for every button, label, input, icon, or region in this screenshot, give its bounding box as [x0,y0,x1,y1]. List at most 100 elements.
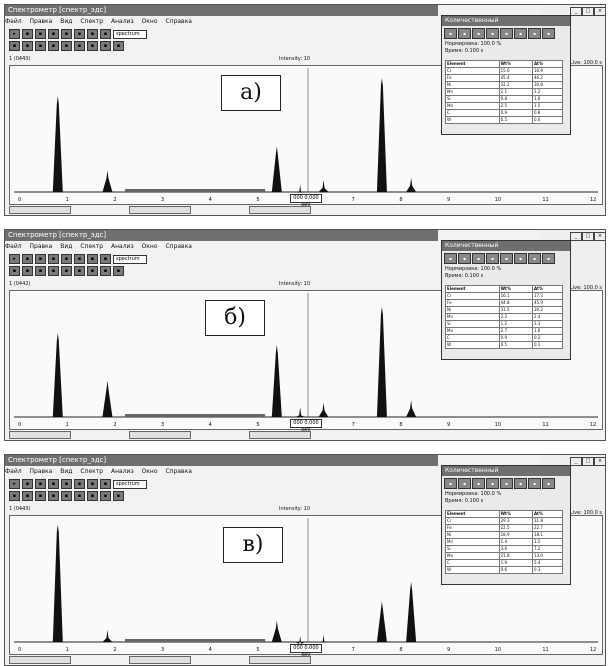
toolbar-button[interactable]: ▪ [87,41,98,51]
table-row[interactable]: W 0.5 0.1 [445,341,564,349]
quant-button[interactable]: ▪ [458,253,471,264]
table-row[interactable]: W 0.5 0.0 [445,116,564,124]
close-icon[interactable]: × [594,7,605,16]
toolbar-button[interactable]: ▪ [100,479,111,489]
toolbar-button[interactable]: ▪ [22,491,33,501]
spectrum-select[interactable]: spectrum [113,29,147,39]
quant-button[interactable]: ▪ [458,28,471,39]
scroll-tab[interactable] [9,656,71,664]
toolbar-button[interactable]: ▪ [100,29,111,39]
table-row[interactable]: Si 0.8 1.6 [445,95,564,103]
table-row[interactable]: Cr 16.1 17.3 [445,292,564,300]
menu-view[interactable]: Вид [60,468,73,475]
toolbar-button[interactable]: ▪ [113,266,124,276]
scroll-tab[interactable] [129,431,191,439]
table-row[interactable]: Mn 2.3 2.4 [445,313,564,321]
table-row[interactable]: Fe 44.8 45.9 [445,299,564,307]
table-row[interactable]: Ni 18.9 18.1 [445,531,564,539]
table-row[interactable]: C 0.9 0.2 [445,334,564,342]
quant-button[interactable]: ▪ [542,253,555,264]
scroll-tab[interactable] [249,656,311,664]
toolbar-button[interactable]: ▪ [48,41,59,51]
toolbar-button[interactable]: ▪ [74,266,85,276]
table-row[interactable]: Cr 15.6 16.9 [445,67,564,75]
toolbar-button[interactable]: ▪ [113,41,124,51]
table-row[interactable]: Mn 2.1 2.2 [445,88,564,96]
menu-spectrum[interactable]: Спектр [80,468,104,475]
toolbar-button[interactable]: ▪ [35,41,46,51]
quant-button[interactable]: ▪ [500,253,513,264]
menu-spectrum[interactable]: Спектр [80,18,104,25]
quant-button[interactable]: ▪ [472,253,485,264]
toolbar-button[interactable]: ▪ [113,491,124,501]
close-icon[interactable]: × [594,232,605,241]
toolbar-button[interactable]: ▪ [100,266,111,276]
close-icon[interactable]: × [594,457,605,466]
scroll-tab[interactable] [249,206,311,214]
quant-button[interactable]: ▪ [458,478,471,489]
minimize-icon[interactable]: _ [570,457,582,466]
play-icon[interactable]: ▸ [9,479,20,489]
toolbar-button[interactable]: ▪ [100,491,111,501]
quant-button[interactable]: ▪ [486,28,499,39]
menu-view[interactable]: Вид [60,18,73,25]
toolbar-button[interactable]: ▪ [35,254,46,264]
menu-analysis[interactable]: Анализ [111,243,134,250]
table-row[interactable]: Mo 2.5 1.5 [445,102,564,110]
toolbar-button[interactable]: ▪ [22,479,33,489]
toolbar-button[interactable]: ▪ [100,41,111,51]
toolbar-button[interactable]: ▪ [48,29,59,39]
table-row[interactable]: Si 3.6 7.2 [445,545,564,553]
toolbar-button[interactable]: ▪ [35,266,46,276]
toolbar-button[interactable]: ▪ [61,254,72,264]
scroll-tab[interactable] [129,656,191,664]
menu-view[interactable]: Вид [60,243,73,250]
toolbar-button[interactable]: ▪ [61,266,72,276]
toolbar-button[interactable]: ▪ [9,491,20,501]
toolbar-button[interactable]: ▪ [48,491,59,501]
table-row[interactable]: Si 1.2 2.3 [445,320,564,328]
play-icon[interactable]: ▸ [9,254,20,264]
toolbar-button[interactable]: ▪ [87,479,98,489]
menu-window[interactable]: Окно [141,18,158,25]
toolbar-button[interactable]: ▪ [61,29,72,39]
quant-button[interactable]: ▪ [528,28,541,39]
quant-button[interactable]: ▪ [444,253,457,264]
quant-button[interactable]: ▪ [472,28,485,39]
scroll-tab[interactable] [129,206,191,214]
menu-spectrum[interactable]: Спектр [80,243,104,250]
toolbar-button[interactable]: ▪ [35,491,46,501]
quant-button[interactable]: ▪ [500,28,513,39]
table-row[interactable]: Mo 2.7 1.6 [445,327,564,335]
quant-button[interactable]: ▪ [514,28,527,39]
table-row[interactable]: Mn 1.4 1.5 [445,538,564,546]
table-row[interactable]: C 0.9 0.8 [445,109,564,117]
menu-edit[interactable]: Правка [29,243,53,250]
toolbar-button[interactable]: ▪ [22,41,33,51]
toolbar-button[interactable]: ▪ [100,254,111,264]
toolbar-button[interactable]: ▪ [74,479,85,489]
toolbar-button[interactable]: ▪ [87,29,98,39]
menu-edit[interactable]: Правка [29,18,53,25]
toolbar-button[interactable]: ▪ [48,266,59,276]
scroll-tab[interactable] [9,431,71,439]
table-row[interactable]: Fe 45.4 46.2 [445,74,564,82]
quant-button[interactable]: ▪ [486,253,499,264]
quant-button[interactable]: ▪ [528,253,541,264]
quant-button[interactable]: ▪ [514,478,527,489]
spectrum-select[interactable]: spectrum [113,254,147,264]
maximize-icon[interactable]: □ [582,232,594,241]
quant-button[interactable]: ▪ [486,478,499,489]
toolbar-button[interactable]: ▪ [61,491,72,501]
table-row[interactable]: Ni 31.5 30.2 [445,306,564,314]
menu-analysis[interactable]: Анализ [111,468,134,475]
toolbar-button[interactable]: ▪ [87,491,98,501]
table-row[interactable]: C 1.9 5.4 [445,559,564,567]
table-row[interactable]: Mo 21.8 13.0 [445,552,564,560]
toolbar-button[interactable]: ▪ [35,29,46,39]
maximize-icon[interactable]: □ [582,457,594,466]
quant-button[interactable]: ▪ [500,478,513,489]
menu-window[interactable]: Окно [141,243,158,250]
play-icon[interactable]: ▸ [9,29,20,39]
menu-file[interactable]: Файл [5,243,22,250]
